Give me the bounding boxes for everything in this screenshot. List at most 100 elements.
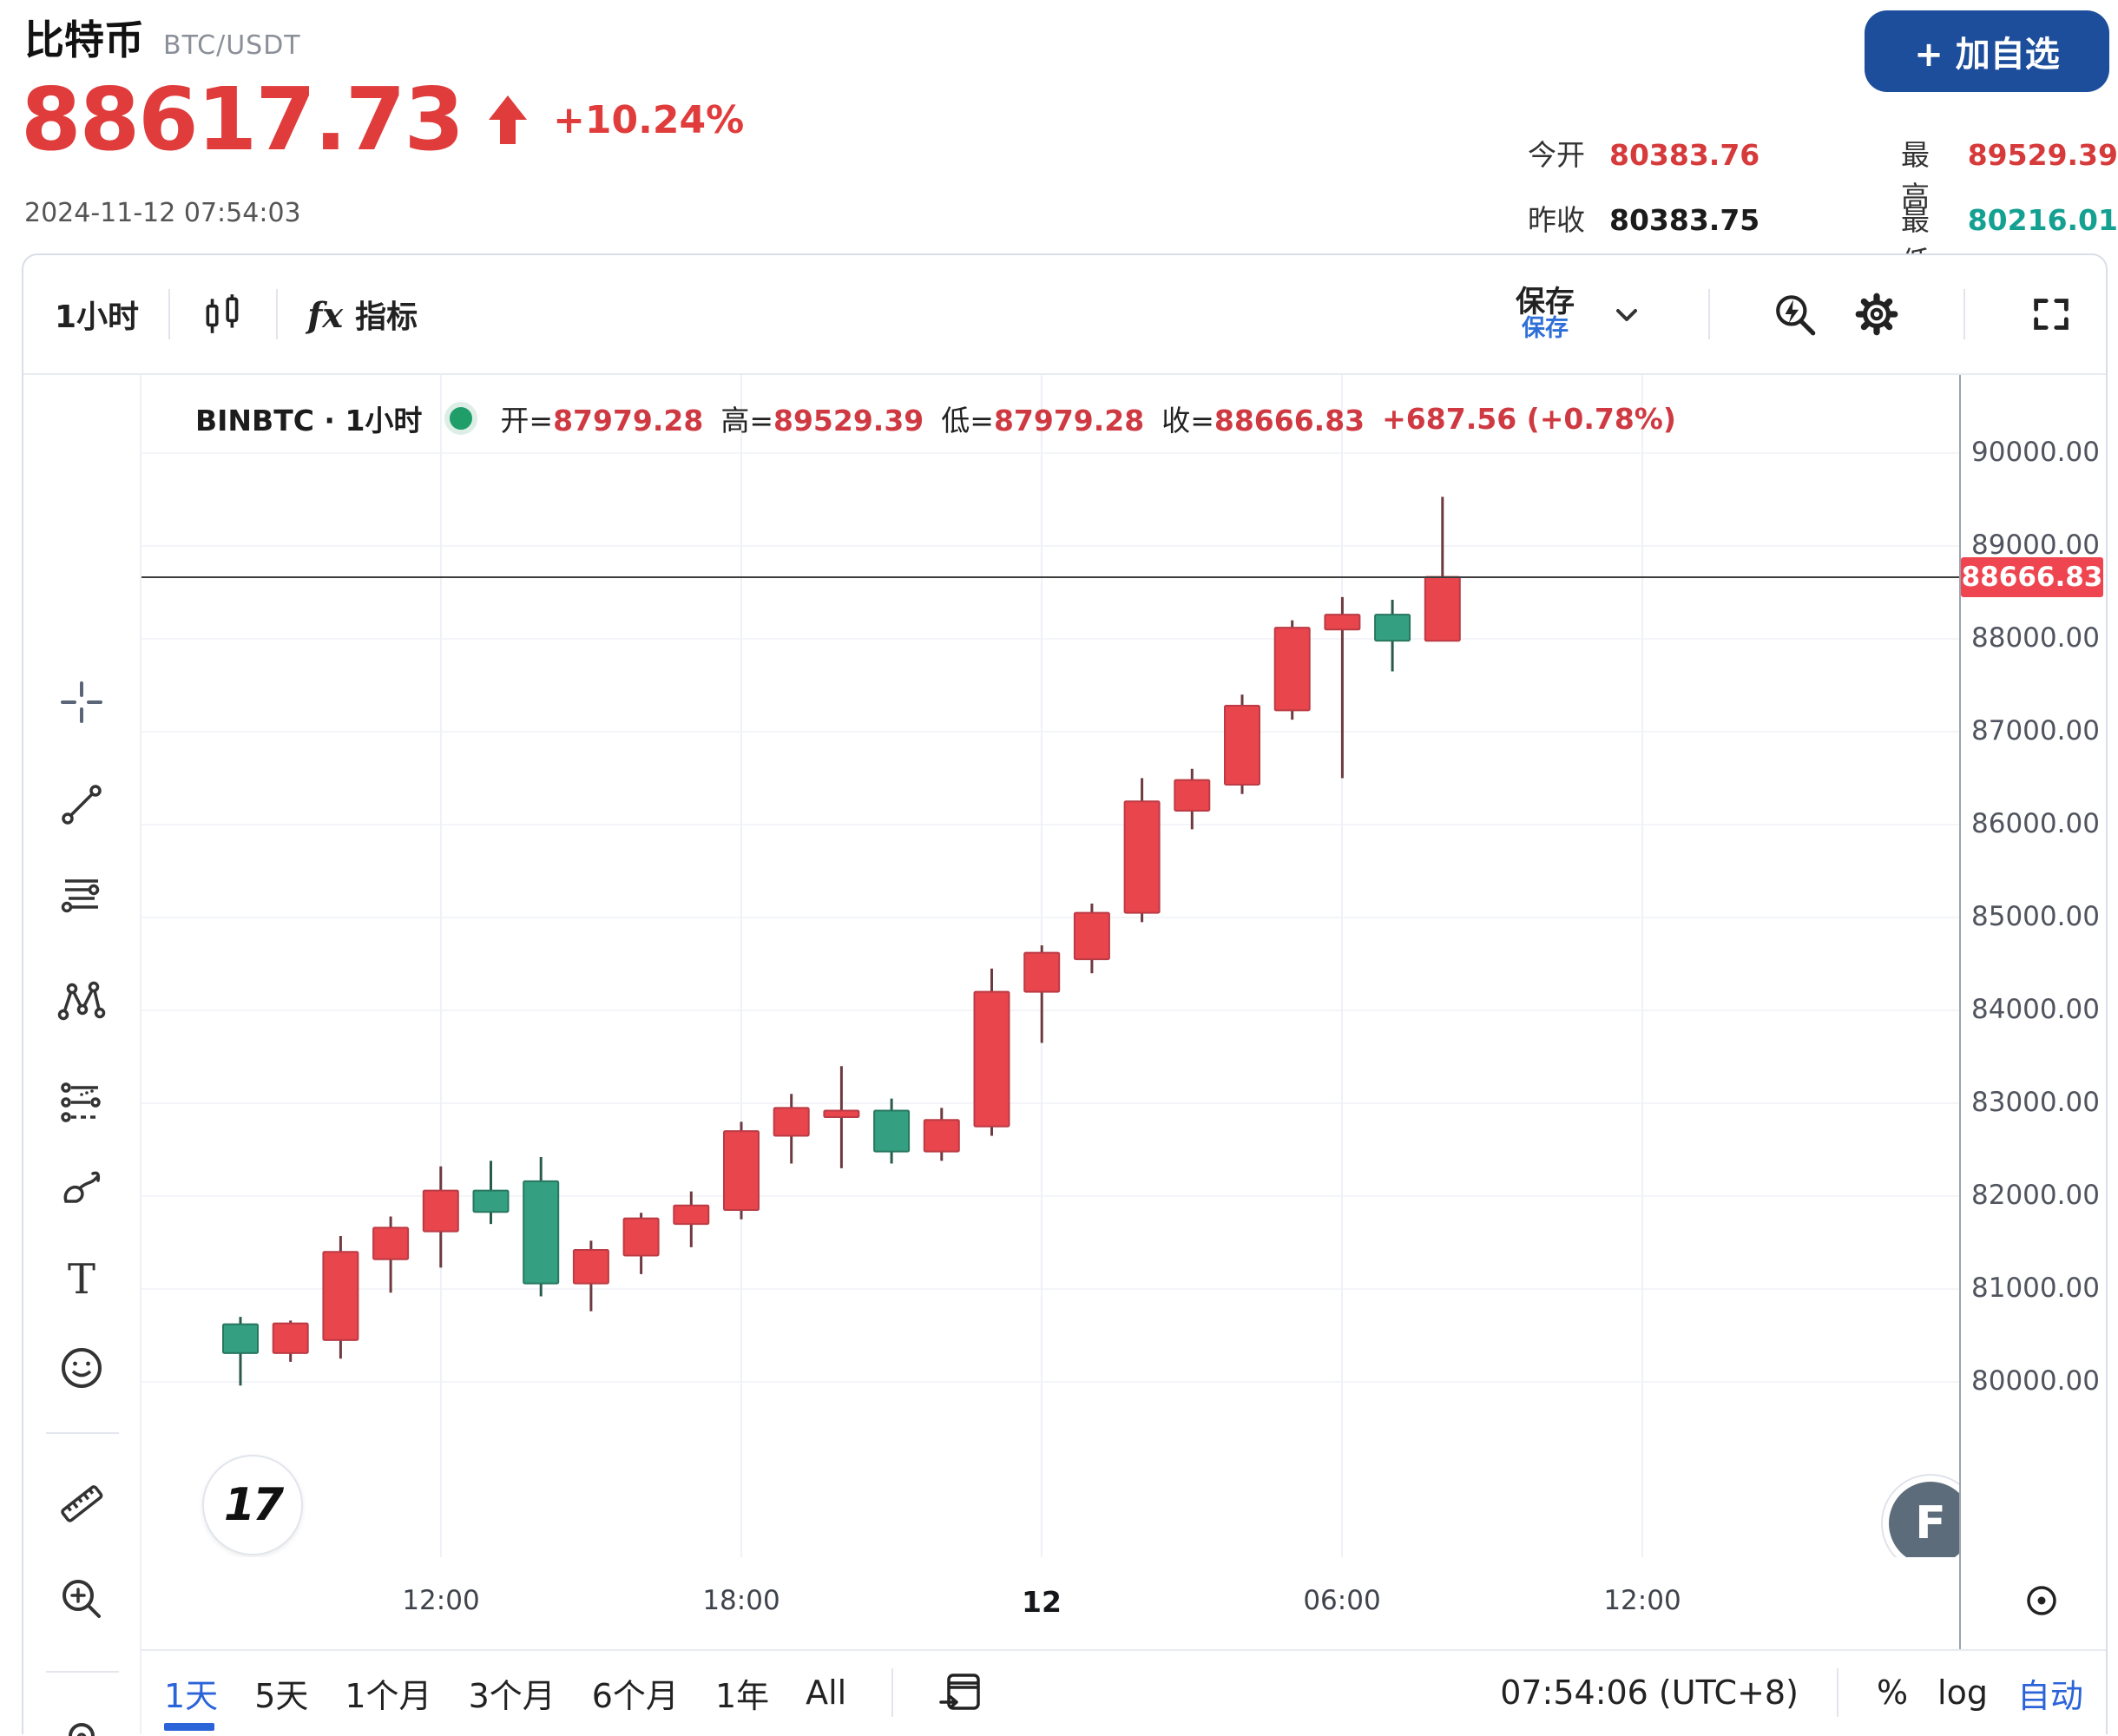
emoji-icon[interactable] [57,1344,106,1392]
go-to-date-icon[interactable] [938,1669,985,1716]
price-axis-tick: 88000.00 [1971,622,2100,654]
candle-up [773,1094,810,1164]
candle-up [1324,596,1361,779]
candle-up [1224,694,1260,794]
candle-up [1174,768,1211,830]
stat-value: 89529.39 [1967,138,2118,172]
percent-scale-toggle[interactable]: % [1876,1674,1909,1712]
stat-today-open: 今开 80383.76 [1528,132,1760,174]
candle-up [923,1108,960,1161]
fullscreen-icon[interactable] [2028,291,2075,338]
candle-up [1273,620,1311,720]
range-6m[interactable]: 6个月 [591,1676,679,1715]
candlestick-chart [141,375,1959,1557]
legend-low: 低=87979.28 [941,404,1145,437]
legend-change: +687.56 (+0.78%) [1382,401,1676,436]
current-price-tag: 88666.83 [1961,556,2103,597]
toolbar-divider [46,1432,119,1434]
trend-line-icon[interactable] [58,781,105,828]
auto-scale-toggle[interactable]: 自动 [2016,1676,2083,1715]
chart-card: 1小时 fx 指标 保存 保存 [22,253,2108,1736]
axis-border [1959,375,1961,1651]
stat-label: 今开 [1528,138,1585,172]
price-row: 88617.73 +10.24% [21,76,744,163]
price-axis[interactable]: 88666.83 90000.00 89000.00 88000.00 87000.0… [1959,375,2108,1557]
drawing-toolbar: T [23,375,141,1736]
legend-open: 开=87979.28 [500,404,704,437]
price-axis-tick: 81000.00 [1971,1272,2100,1304]
quote-datetime: 2024-11-12 07:54:03 [24,198,301,228]
svg-text:T: T [68,1255,95,1302]
save-sublabel: 保存 [1522,314,1569,342]
last-price: 88617.73 [21,69,464,170]
brush-icon[interactable] [57,1162,106,1209]
candle-up [572,1240,609,1312]
tradingview-logo[interactable]: 17 [202,1455,303,1555]
candle-up [372,1216,410,1293]
current-price-line [141,575,1959,578]
fib-retracement-icon[interactable] [58,873,105,920]
candle-style-button[interactable] [200,291,247,338]
ruler-icon[interactable] [56,1478,107,1529]
toolbar-divider [1708,289,1710,339]
symbol-header: 比特币 BTC/USDT [24,9,301,66]
time-axis-tick: 18:00 [702,1585,780,1616]
stat-value: 80383.75 [1609,203,1760,237]
broker-logo: F [1883,1476,1959,1557]
bottom-bar-divider [1836,1668,1838,1717]
time-axis-tick: 12:00 [1603,1585,1681,1616]
clock[interactable]: 07:54:06 (UTC+8) [1500,1674,1799,1712]
candle-up [673,1191,710,1247]
candle-up [1073,903,1110,974]
legend-close: 收=88666.83 [1161,404,1365,437]
range-1d[interactable]: 1天 [164,1669,218,1731]
status-dot-icon [444,402,478,435]
stat-label: 最高 [1901,138,1930,214]
change-percent: +10.24% [553,97,745,142]
time-axis-tick: 12:00 [402,1585,480,1616]
candle-down [472,1161,510,1225]
candle-up [1123,778,1161,923]
price-axis-tick: 90000.00 [1971,437,2100,468]
crosshair-icon[interactable] [58,679,105,726]
range-all[interactable]: All [806,1674,847,1712]
candle-up [973,968,1010,1136]
price-axis-tick: 89000.00 [1971,529,2100,561]
range-1m[interactable]: 1个月 [345,1676,432,1715]
candle-down [523,1157,560,1297]
price-axis-tick: 83000.00 [1971,1087,2100,1118]
indicators-label: 指标 [355,299,418,335]
bottom-bar-divider [891,1668,894,1717]
price-axis-tick: 84000.00 [1971,994,2100,1025]
candle-down [1374,600,1411,672]
indicators-button[interactable]: fx 指标 [307,292,418,337]
scroll-to-realtime-icon[interactable] [2019,1578,2064,1623]
price-axis-tick: 87000.00 [1971,715,2100,746]
range-3m[interactable]: 3个月 [468,1676,556,1715]
text-tool-icon[interactable]: T [58,1255,105,1302]
stat-high: 最高 89529.39 [1901,132,2118,215]
time-axis-tick: 12 [1022,1585,1062,1619]
log-scale-toggle[interactable]: log [1937,1674,1988,1712]
save-menu-chevron-icon[interactable] [1608,297,1646,332]
forecast-icon[interactable] [58,1079,105,1126]
candle-up [622,1213,660,1274]
save-button[interactable]: 保存 保存 [1516,286,1575,342]
add-watchlist-button[interactable]: + 加自选 [1865,10,2109,92]
time-axis[interactable]: 12:00 18:00 12 06:00 12:00 [141,1557,2106,1651]
quick-search-icon[interactable] [1773,291,1819,338]
interval-button[interactable]: 1小时 [55,299,140,335]
zoom-in-icon[interactable] [57,1575,106,1623]
chart-plot-area[interactable]: BINBTC · 1小时 开=87979.28 高=89529.39 低=879… [141,375,1959,1557]
xabcd-pattern-icon[interactable] [57,977,106,1024]
range-1y[interactable]: 1年 [714,1676,770,1715]
up-arrow-icon [485,94,530,146]
candle-up [422,1166,459,1268]
candle-up [272,1320,309,1362]
magnet-icon[interactable] [57,1713,106,1736]
range-5d[interactable]: 5天 [254,1676,309,1715]
legend-series-name: BINBTC · 1小时 [195,404,423,437]
settings-gear-icon[interactable] [1852,290,1901,339]
price-axis-tick: 86000.00 [1971,808,2100,839]
